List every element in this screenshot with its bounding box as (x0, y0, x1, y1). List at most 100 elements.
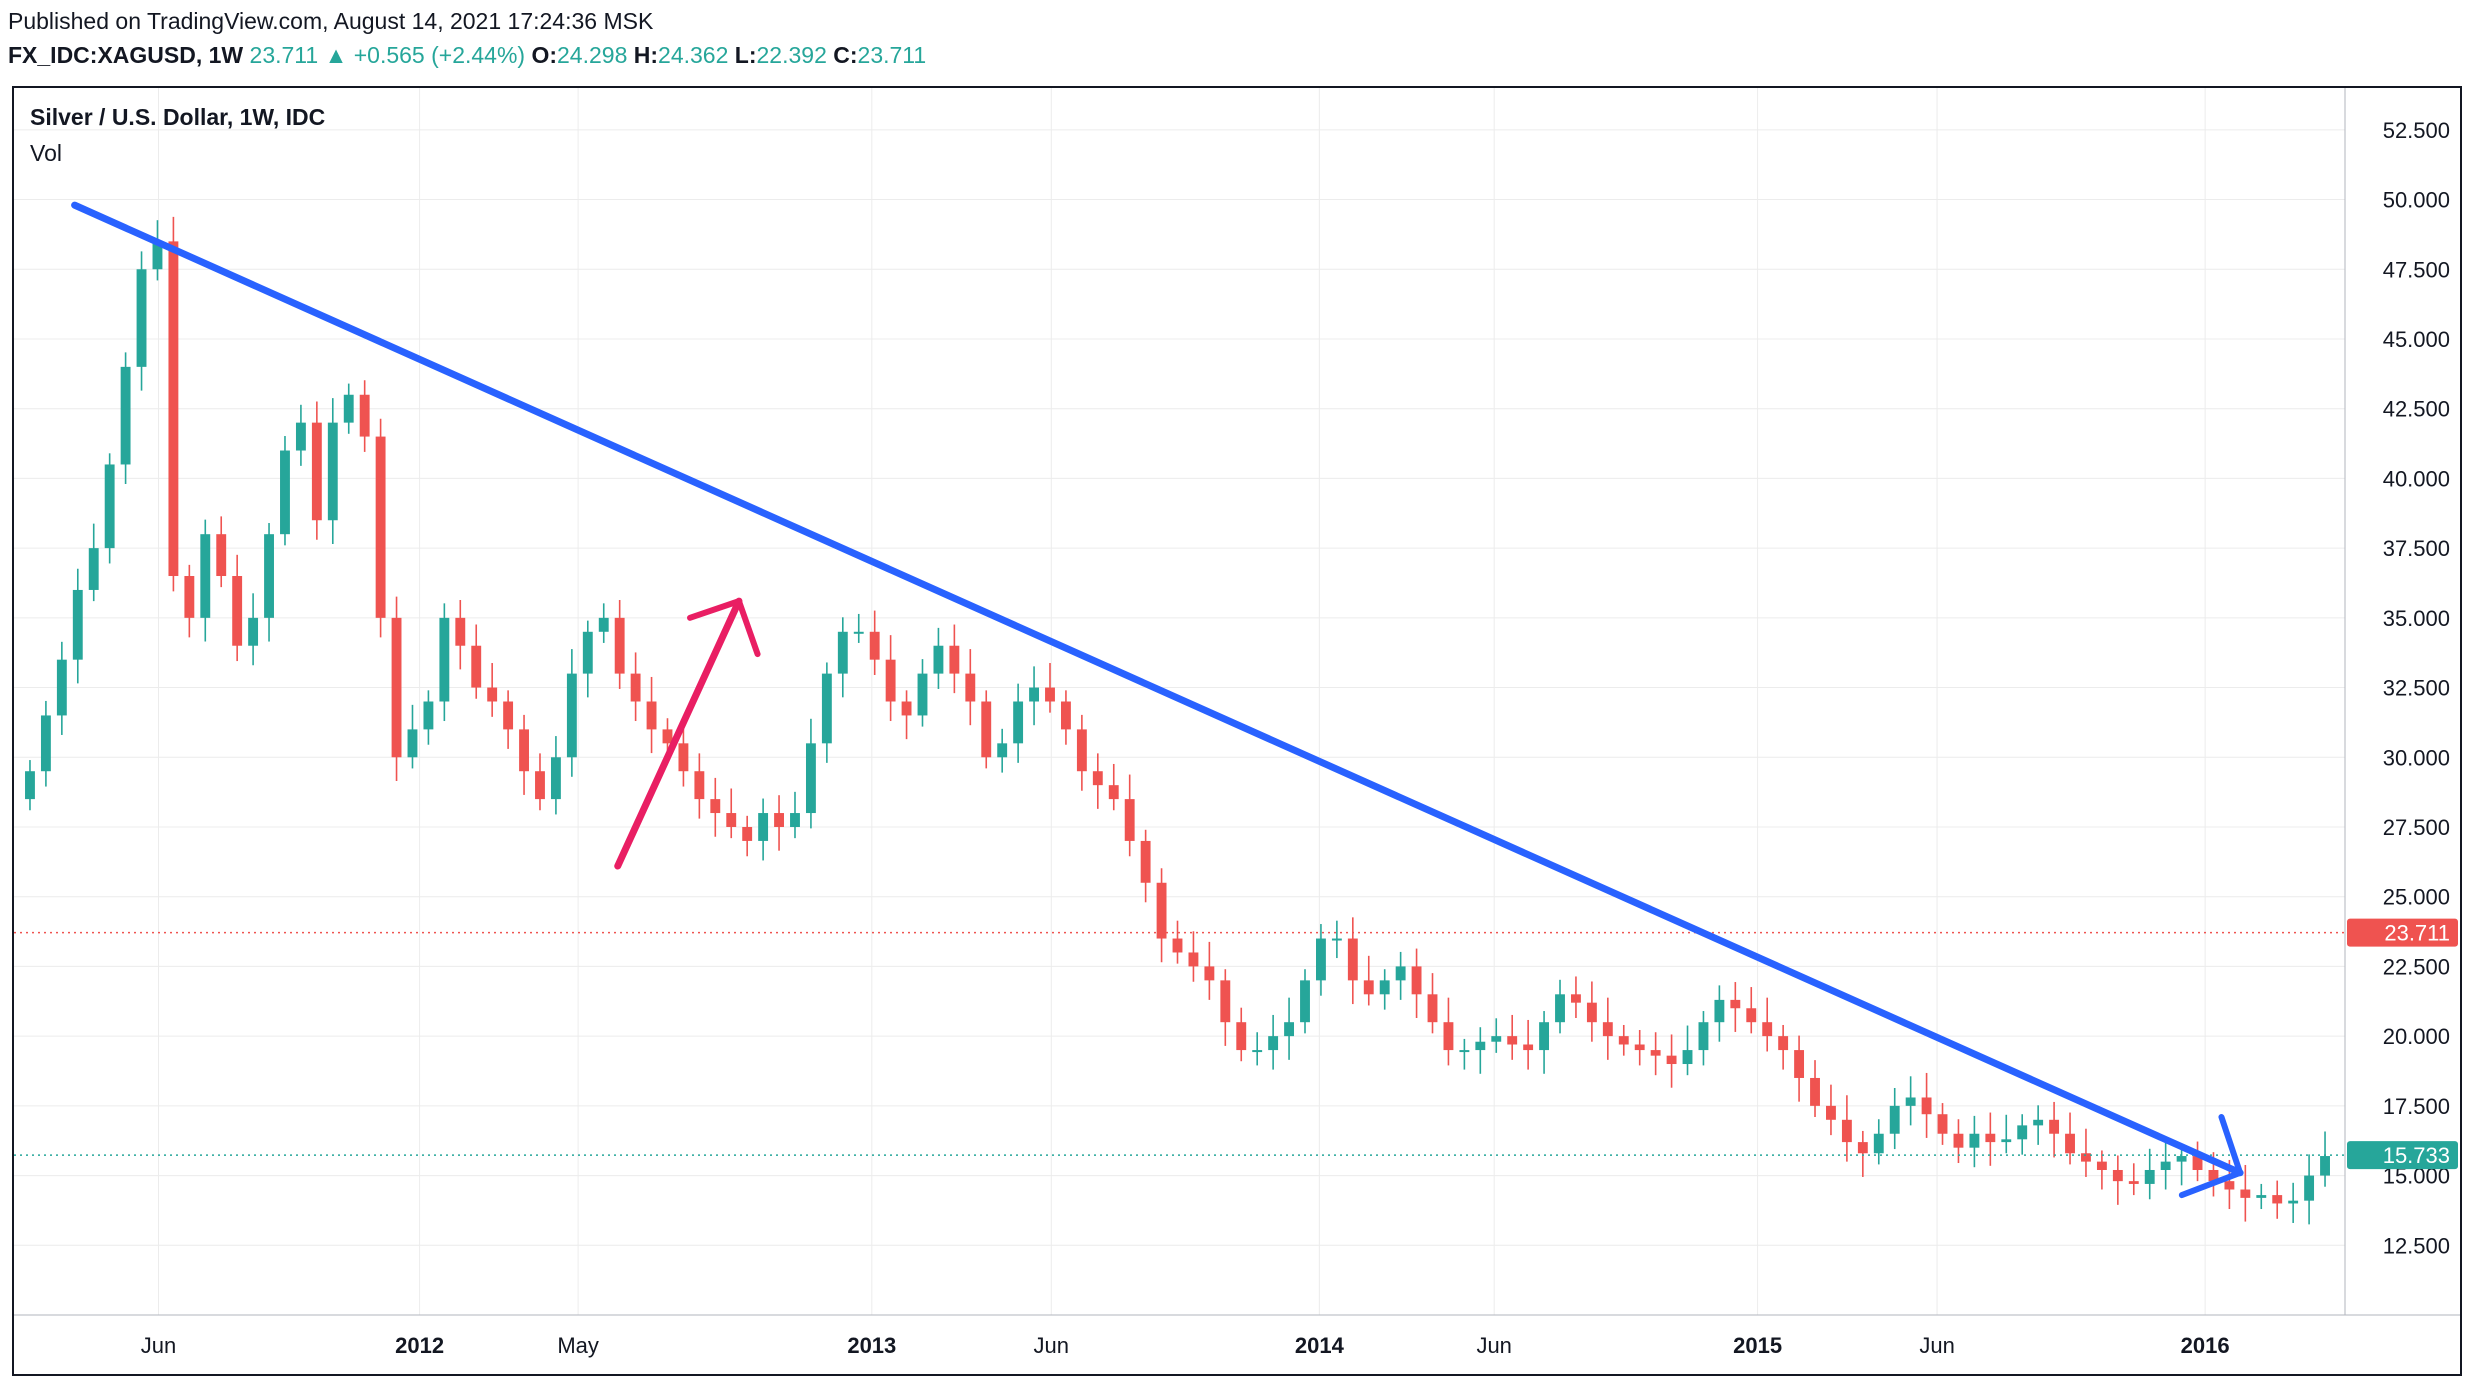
candle-body (694, 771, 705, 800)
candle-body (933, 645, 944, 674)
candle-body (1889, 1105, 1900, 1134)
candle-body (614, 617, 625, 674)
candle-body (1331, 938, 1342, 941)
candle-body (550, 757, 561, 800)
candle-body (726, 813, 737, 827)
y-tick-label: 42.500 (2383, 397, 2450, 422)
candle-body (965, 673, 976, 702)
candle-body (72, 589, 83, 660)
secondary-price-label: 15.733 (2383, 1143, 2450, 1168)
candle-body (758, 813, 769, 841)
candle-body (2176, 1156, 2187, 1162)
candle-body (1284, 1022, 1295, 1037)
candle-body (1634, 1044, 1645, 1051)
chart-frame[interactable] (12, 86, 2462, 1376)
x-tick-label: 2015 (1733, 1333, 1782, 1358)
candle-body (1937, 1114, 1948, 1134)
candle-body (2049, 1119, 2060, 1134)
candle-body (710, 799, 721, 814)
candle-body (1953, 1133, 1964, 1148)
low-label: L: (734, 42, 757, 68)
candle-body (343, 394, 354, 423)
candle-body (280, 450, 290, 535)
legend-title: Silver / U.S. Dollar, 1W, IDC (30, 104, 326, 130)
candle-body (1029, 687, 1039, 702)
candle-body (1347, 938, 1358, 981)
candle-body (487, 687, 498, 702)
price-change: +0.565 (+2.44%) (353, 42, 526, 68)
candle-body (566, 673, 577, 758)
candle-body (1108, 785, 1119, 800)
candle-body (1507, 1036, 1518, 1045)
candle-body (2288, 1200, 2299, 1204)
high-value: 24.362 (658, 42, 729, 68)
candle-body (2208, 1169, 2219, 1182)
candle-body (885, 659, 896, 702)
candle-body (917, 673, 928, 716)
candle-body (455, 617, 466, 646)
candle-body (1985, 1133, 1996, 1143)
candle-body (439, 617, 450, 702)
candle-body (216, 534, 227, 577)
current-price-label: 23.711 (2384, 921, 2450, 946)
candle-body (1443, 1022, 1454, 1051)
candle-body (1666, 1055, 1677, 1065)
candle-body (1618, 1036, 1629, 1045)
candle-body (1268, 1036, 1279, 1051)
candle-body (88, 548, 99, 590)
candle-body (359, 394, 370, 437)
candle-body (535, 771, 545, 800)
x-tick-label: Jun (1476, 1333, 1511, 1358)
y-tick-label: 30.000 (2383, 745, 2450, 770)
candle-body (805, 743, 816, 814)
candle-body (327, 422, 338, 521)
candle-body (1172, 938, 1183, 953)
y-tick-label: 37.500 (2383, 536, 2450, 561)
candle-body (1252, 1050, 1263, 1053)
candle-body (630, 673, 641, 702)
x-tick-label: Jun (141, 1333, 176, 1358)
candle-body (295, 422, 306, 451)
close-value: 23.711 (857, 42, 927, 68)
candle-body (869, 631, 880, 660)
x-tick-label: 2014 (1295, 1333, 1345, 1358)
candle-body (1459, 1050, 1470, 1053)
candle-body (104, 464, 115, 549)
candle-body (2304, 1175, 2315, 1201)
candle-body (232, 576, 243, 646)
candle-body (1921, 1097, 1932, 1115)
candle-body (1602, 1022, 1613, 1037)
candle-body (1650, 1050, 1661, 1056)
candle-body (2065, 1133, 2075, 1154)
candle-body (375, 436, 386, 618)
candle-body (2144, 1169, 2155, 1184)
last-price: 23.711 (249, 42, 319, 68)
candle-body (1076, 729, 1087, 772)
candle-body (949, 645, 960, 674)
y-tick-label: 27.500 (2383, 815, 2450, 840)
y-tick-label: 45.000 (2383, 327, 2450, 352)
candle-body (1236, 1022, 1247, 1051)
candle-body (423, 701, 434, 730)
candle-body (1092, 771, 1103, 786)
candle-body (1411, 966, 1422, 995)
candle-body (2224, 1181, 2235, 1190)
candle-body (774, 813, 784, 827)
candle-body (1204, 966, 1215, 981)
candle-body (56, 659, 67, 716)
high-label: H: (633, 42, 659, 68)
low-value: 22.392 (756, 42, 827, 68)
candle-body (152, 241, 163, 270)
trend-arrow-head-right (2218, 1114, 2244, 1176)
candle-body (1873, 1133, 1884, 1154)
candle-body (646, 701, 657, 730)
candle-body (407, 729, 418, 758)
legend-vol: Vol (30, 140, 62, 166)
candle-body (598, 617, 609, 632)
open-label: O: (531, 42, 558, 68)
candle-body (742, 826, 753, 841)
secondary-price-tag (2347, 1141, 2458, 1170)
symbol-ohlc-line: FX_IDC:XAGUSD, 1W 23.711 ▲ +0.565 (+2.44… (8, 42, 926, 69)
candle-body (1555, 994, 1565, 1023)
